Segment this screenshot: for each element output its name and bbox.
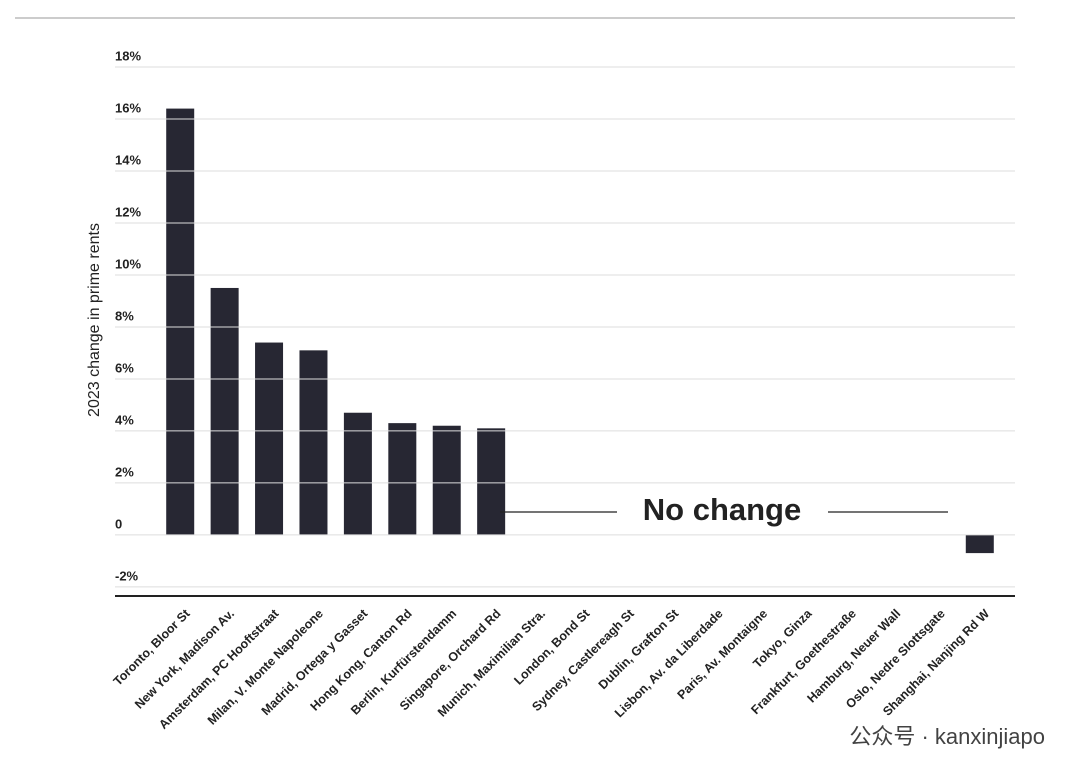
y-tick-label: 0 [115,516,122,531]
annotation: No change [643,492,801,527]
y-tick-label: 2% [115,464,134,479]
bar [477,428,506,535]
bar [210,287,239,535]
y-tick-label: 14% [115,152,141,167]
y-tick-label: 6% [115,360,134,375]
x-tick-label: Dublin, Grafton St [596,606,682,692]
y-tick-label: 12% [115,204,141,219]
y-tick-label: -2% [115,568,139,583]
bar [166,108,195,535]
y-tick-label: 16% [115,100,141,115]
x-tick-label: Toronto, Bloor St [111,606,193,688]
y-tick-label: 18% [115,48,141,63]
y-axis-label: 2023 change in prime rents [86,223,103,417]
watermark: 公众号 · kanxinjiapo [849,724,1045,749]
bar [432,425,461,535]
bar [255,342,284,535]
y-tick-label: 4% [115,412,134,427]
bar [343,412,372,535]
bar [388,423,417,535]
x-tick-label: London, Bond St [511,606,593,688]
bar [299,350,328,535]
y-tick-label: 10% [115,256,141,271]
y-tick-label: 8% [115,308,134,323]
bar [965,534,994,554]
